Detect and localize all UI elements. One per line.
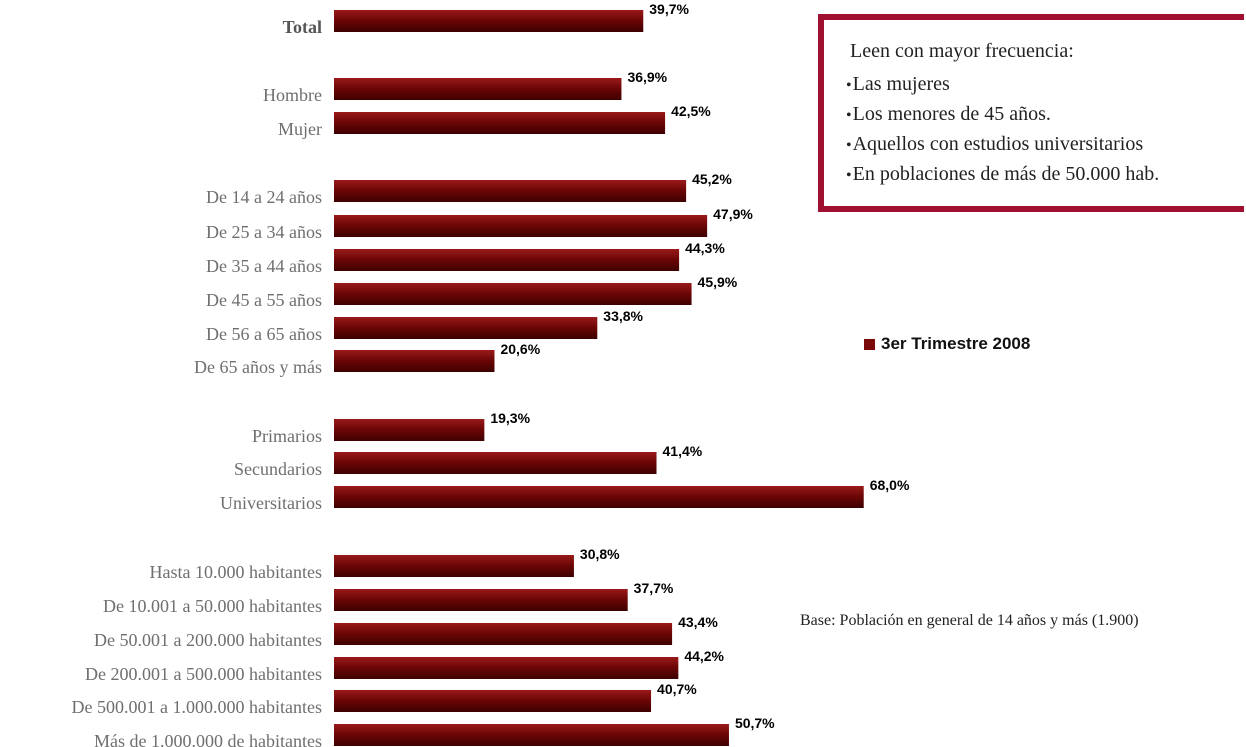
bullet-icon: • [846, 167, 852, 184]
value-label: 37,7% [634, 580, 674, 596]
chart-legend: 3er Trimestre 2008 [864, 334, 1030, 354]
value-label: 41,4% [663, 443, 703, 459]
value-label: 40,7% [657, 681, 697, 697]
category-label: De 25 a 34 años [206, 222, 322, 242]
value-label: 50,7% [735, 715, 775, 731]
callout-item: •Los menores de 45 años. [846, 103, 1051, 125]
bar-row: De 45 a 55 años 45,9% [206, 274, 738, 310]
category-label: Secundarios [234, 459, 322, 479]
bar [334, 10, 644, 32]
bar-row: Primarios 19,3% [252, 410, 531, 446]
value-label: 45,9% [698, 274, 738, 290]
value-label: 39,7% [649, 1, 689, 17]
callout-item: •Aquellos con estudios universitarios [846, 133, 1144, 155]
value-label: 36,9% [627, 69, 667, 85]
callout-item: •En poblaciones de más de 50.000 hab. [846, 163, 1160, 185]
bar [334, 419, 485, 441]
bar [334, 249, 680, 271]
bar [334, 78, 622, 100]
category-label: De 500.001 a 1.000.000 habitantes [72, 697, 322, 717]
bar-row: Más de 1.000.000 de habitantes 50,7% [94, 715, 775, 747]
bullet-icon: • [846, 107, 852, 124]
category-label: Universitarios [220, 493, 322, 513]
bar [334, 452, 657, 474]
bar [334, 589, 628, 611]
bar [334, 555, 574, 577]
category-label: De 35 a 44 años [206, 256, 322, 276]
category-label: De 45 a 55 años [206, 290, 322, 310]
bar-row: De 65 años y más 20,6% [194, 341, 541, 377]
value-label: 47,9% [713, 206, 753, 222]
bar-row: De 500.001 a 1.000.000 habitantes 40,7% [72, 681, 698, 717]
bar-row: De 200.001 a 500.000 habitantes 44,2% [85, 648, 725, 684]
callout-title: Leen con mayor frecuencia: [850, 40, 1074, 62]
bar [334, 180, 687, 202]
bar-row: Mujer 42,5% [278, 103, 711, 139]
legend-label: 3er Trimestre 2008 [881, 334, 1031, 353]
category-label: De 65 años y más [194, 357, 322, 377]
bar-row: De 50.001 a 200.000 habitantes 43,4% [94, 614, 718, 650]
legend-swatch [864, 338, 875, 350]
summary-callout-box: Leen con mayor frecuencia: •Las mujeres … [818, 14, 1244, 212]
bar [334, 657, 679, 679]
bar [334, 317, 598, 339]
category-label: De 200.001 a 500.000 habitantes [85, 664, 322, 684]
category-label: Hombre [263, 85, 322, 105]
value-label: 20,6% [500, 341, 540, 357]
value-label: 45,2% [692, 171, 732, 187]
category-label: Más de 1.000.000 de habitantes [94, 731, 322, 747]
bar-row: De 56 a 65 años 33,8% [206, 308, 644, 344]
callout-item: •Las mujeres [846, 73, 950, 95]
bar-row: De 14 a 24 años 45,2% [206, 171, 732, 207]
category-label: De 56 a 65 años [206, 324, 322, 344]
bar [334, 215, 708, 237]
bars-layer: Total 39,7% Hombre 36,9% Mujer 42,5% De 14 a 2… [72, 1, 910, 747]
category-label: Total [283, 17, 322, 37]
bar-row: De 35 a 44 años 44,3% [206, 240, 725, 276]
bar-row: De 10.001 a 50.000 habitantes 37,7% [103, 580, 674, 616]
bar [334, 486, 864, 508]
bar-row: Total 39,7% [283, 1, 690, 37]
category-label: Primarios [252, 426, 322, 446]
category-label: De 10.001 a 50.000 habitantes [103, 596, 322, 616]
category-label: Mujer [278, 119, 322, 139]
bar [334, 724, 729, 746]
category-label: De 50.001 a 200.000 habitantes [94, 630, 322, 650]
value-label: 42,5% [671, 103, 711, 119]
base-note: Base: Población en general de 14 años y … [800, 612, 1139, 629]
value-label: 44,2% [684, 648, 724, 664]
value-label: 68,0% [870, 477, 910, 493]
bar [334, 690, 652, 712]
bar [334, 623, 673, 645]
bar [334, 112, 666, 134]
bar [334, 350, 495, 372]
callout-list: •Las mujeres •Los menores de 45 años. •A… [846, 70, 1159, 190]
bar-row: De 25 a 34 años 47,9% [206, 206, 753, 242]
bullet-icon: • [846, 77, 852, 94]
value-label: 44,3% [685, 240, 725, 256]
value-label: 43,4% [678, 614, 718, 630]
bar-row: Secundarios 41,4% [234, 443, 703, 479]
bullet-icon: • [846, 137, 852, 154]
value-label: 30,8% [580, 546, 620, 562]
value-label: 19,3% [490, 410, 530, 426]
bar [334, 283, 692, 305]
value-label: 33,8% [603, 308, 643, 324]
bar-row: Hombre 36,9% [263, 69, 668, 105]
category-label: De 14 a 24 años [206, 187, 322, 207]
bar-row: Hasta 10.000 habitantes 30,8% [150, 546, 621, 582]
category-label: Hasta 10.000 habitantes [150, 562, 322, 582]
bar-row: Universitarios 68,0% [220, 477, 910, 513]
